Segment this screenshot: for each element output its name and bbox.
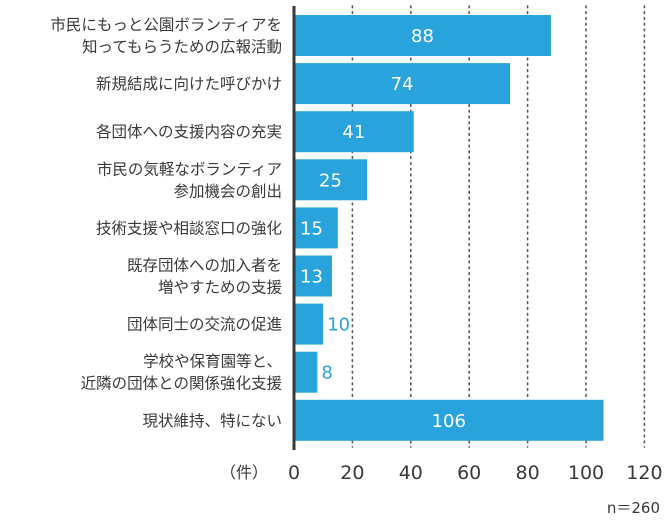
x-axis-unit-label: （件） — [220, 463, 268, 482]
category-labels: 市民にもっと公園ボランティアを知ってもらうための広報活動新規結成に向けた呼びかけ… — [50, 16, 282, 430]
value-label-5: 15 — [300, 218, 323, 239]
value-label-7: 10 — [327, 315, 350, 336]
bar-4 — [294, 159, 367, 201]
category-label-9: 現状維持、特にない — [142, 412, 282, 430]
bar-7 — [294, 303, 324, 345]
bar-6 — [294, 255, 332, 297]
x-tick-label-120: 120 — [626, 462, 662, 484]
bars: 88 74 41 25 15 13 10 8 106 — [294, 15, 604, 441]
bar-9 — [294, 399, 604, 441]
grid-lines — [351, 5, 646, 448]
x-tick-label-100: 100 — [568, 462, 604, 484]
category-label-8-line-2: 近隣の団体との関係強化支援 — [81, 375, 283, 393]
value-label-9: 106 — [432, 411, 466, 432]
bar-1 — [294, 15, 551, 56]
category-label-5: 技術支援や相談窓口の強化 — [96, 219, 282, 237]
category-label-6-line-1: 既存団体への加入者を — [127, 257, 282, 275]
category-label-4-line-2: 参加機会の創出 — [173, 182, 282, 200]
sample-size-label: n＝260 — [607, 499, 660, 517]
x-tick-label-0: 0 — [288, 462, 300, 484]
category-label-6-line-2: 増やすための支援 — [158, 279, 283, 297]
x-tick-label-20: 20 — [340, 462, 364, 484]
category-label-2: 新規結成に向けた呼びかけ — [96, 75, 282, 93]
category-label-3: 各団体への支援内容の充実 — [96, 123, 282, 141]
category-label-4-line-1: 市民の気軽なボランティア — [97, 160, 282, 178]
category-label-8-line-1: 学校や保育園等と、 — [143, 353, 282, 371]
bar-2 — [294, 63, 511, 105]
value-label-8: 8 — [321, 363, 332, 384]
category-label-1-line-1: 市民にもっと公園ボランティアを — [50, 16, 282, 34]
x-tick-label-40: 40 — [399, 462, 423, 484]
bar-8 — [294, 351, 318, 393]
value-label-4: 25 — [319, 170, 342, 191]
bar-5 — [294, 207, 338, 249]
x-tick-label-80: 80 — [516, 462, 540, 484]
value-label-1: 88 — [411, 26, 434, 47]
x-tick-label-60: 60 — [457, 462, 481, 484]
value-label-2: 74 — [391, 74, 414, 95]
category-label-1-line-2: 知ってもらうための広報活動 — [82, 38, 282, 56]
value-label-3: 41 — [342, 122, 365, 143]
bar-3 — [294, 111, 414, 153]
x-axis-ticks: 0 20 40 60 80 100 120 — [288, 462, 663, 484]
category-label-7: 団体同士の交流の促進 — [127, 316, 282, 334]
value-label-6: 13 — [300, 267, 323, 288]
